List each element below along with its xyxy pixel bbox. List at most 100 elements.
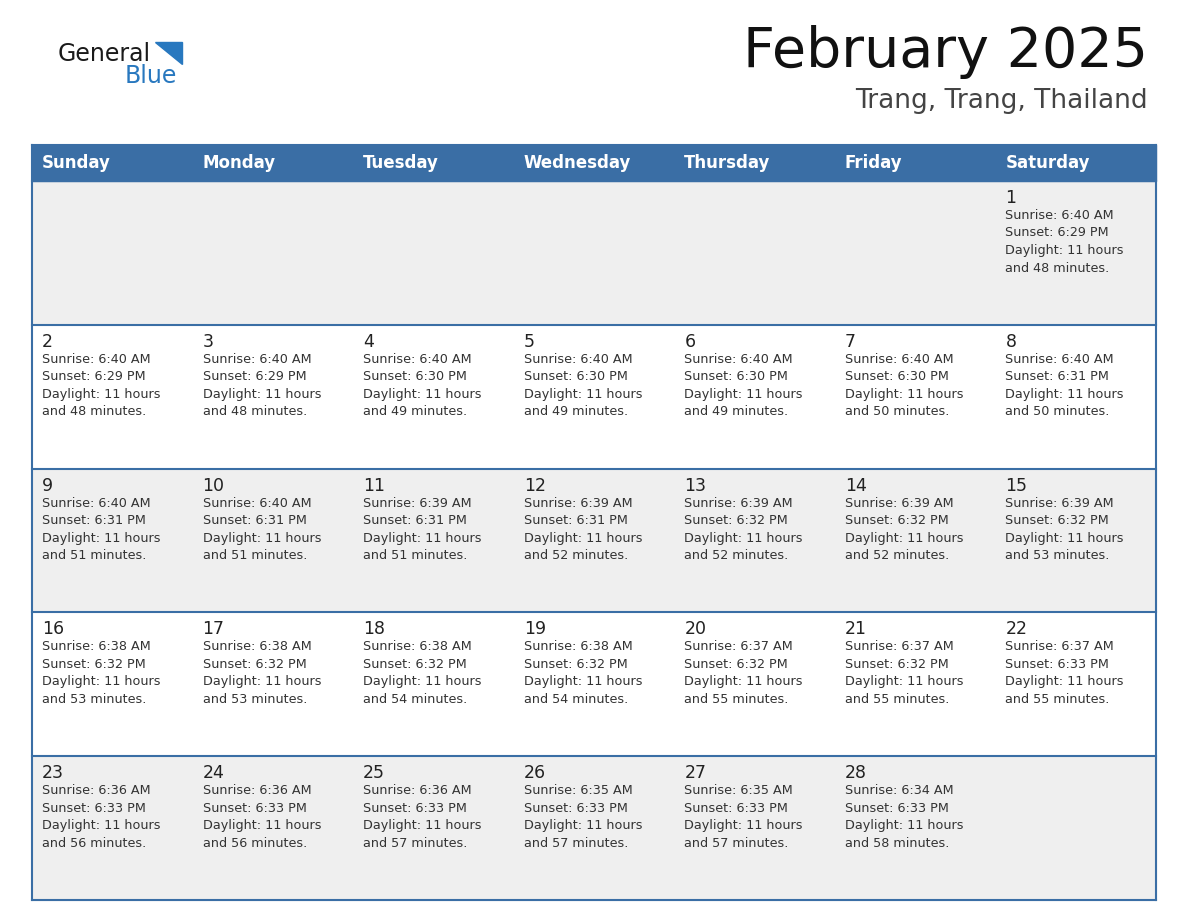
Text: Daylight: 11 hours: Daylight: 11 hours <box>524 532 643 544</box>
Text: Sunrise: 6:40 AM: Sunrise: 6:40 AM <box>684 353 792 365</box>
Text: Daylight: 11 hours: Daylight: 11 hours <box>203 532 321 544</box>
Text: Sunset: 6:29 PM: Sunset: 6:29 PM <box>203 370 307 384</box>
Text: Sunrise: 6:40 AM: Sunrise: 6:40 AM <box>1005 353 1114 365</box>
Text: Sunset: 6:31 PM: Sunset: 6:31 PM <box>42 514 146 527</box>
Text: Sunset: 6:29 PM: Sunset: 6:29 PM <box>1005 227 1110 240</box>
Text: Sunset: 6:32 PM: Sunset: 6:32 PM <box>1005 514 1110 527</box>
Text: Wednesday: Wednesday <box>524 154 631 172</box>
Text: Sunrise: 6:40 AM: Sunrise: 6:40 AM <box>364 353 472 365</box>
Text: Daylight: 11 hours: Daylight: 11 hours <box>684 387 803 401</box>
Text: and 55 minutes.: and 55 minutes. <box>1005 693 1110 706</box>
Text: 4: 4 <box>364 333 374 351</box>
Polygon shape <box>154 42 182 64</box>
Text: Sunrise: 6:38 AM: Sunrise: 6:38 AM <box>203 641 311 654</box>
Text: 8: 8 <box>1005 333 1017 351</box>
Text: 22: 22 <box>1005 621 1028 638</box>
Text: Friday: Friday <box>845 154 903 172</box>
Text: and 57 minutes.: and 57 minutes. <box>524 836 628 850</box>
Text: and 50 minutes.: and 50 minutes. <box>845 406 949 419</box>
Text: Sunrise: 6:40 AM: Sunrise: 6:40 AM <box>203 497 311 509</box>
Text: and 53 minutes.: and 53 minutes. <box>42 693 146 706</box>
Text: Monday: Monday <box>203 154 276 172</box>
Text: 2: 2 <box>42 333 53 351</box>
Text: Sunday: Sunday <box>42 154 110 172</box>
Text: Sunset: 6:32 PM: Sunset: 6:32 PM <box>42 658 146 671</box>
Text: Sunset: 6:30 PM: Sunset: 6:30 PM <box>845 370 949 384</box>
Text: 12: 12 <box>524 476 545 495</box>
Text: Daylight: 11 hours: Daylight: 11 hours <box>1005 387 1124 401</box>
Text: February 2025: February 2025 <box>742 25 1148 79</box>
Bar <box>32 145 1156 181</box>
Text: Sunrise: 6:36 AM: Sunrise: 6:36 AM <box>203 784 311 797</box>
Text: and 56 minutes.: and 56 minutes. <box>42 836 146 850</box>
Text: 5: 5 <box>524 333 535 351</box>
Text: and 57 minutes.: and 57 minutes. <box>364 836 468 850</box>
Text: Trang, Trang, Thailand: Trang, Trang, Thailand <box>855 88 1148 114</box>
Text: 28: 28 <box>845 764 867 782</box>
Text: 25: 25 <box>364 764 385 782</box>
Text: Daylight: 11 hours: Daylight: 11 hours <box>524 676 643 688</box>
Text: Sunrise: 6:39 AM: Sunrise: 6:39 AM <box>524 497 632 509</box>
Text: and 48 minutes.: and 48 minutes. <box>42 406 146 419</box>
Text: Sunset: 6:29 PM: Sunset: 6:29 PM <box>42 370 146 384</box>
Text: Sunset: 6:33 PM: Sunset: 6:33 PM <box>524 801 627 814</box>
Text: Saturday: Saturday <box>1005 154 1089 172</box>
Text: Daylight: 11 hours: Daylight: 11 hours <box>364 676 481 688</box>
Text: and 51 minutes.: and 51 minutes. <box>42 549 146 562</box>
Text: Sunset: 6:32 PM: Sunset: 6:32 PM <box>203 658 307 671</box>
Text: and 54 minutes.: and 54 minutes. <box>524 693 628 706</box>
Text: and 49 minutes.: and 49 minutes. <box>364 406 467 419</box>
Text: and 52 minutes.: and 52 minutes. <box>845 549 949 562</box>
Text: Sunset: 6:31 PM: Sunset: 6:31 PM <box>524 514 627 527</box>
Text: Sunrise: 6:39 AM: Sunrise: 6:39 AM <box>364 497 472 509</box>
Text: 9: 9 <box>42 476 53 495</box>
Text: Sunrise: 6:40 AM: Sunrise: 6:40 AM <box>42 497 151 509</box>
Text: Tuesday: Tuesday <box>364 154 440 172</box>
Text: and 53 minutes.: and 53 minutes. <box>203 693 307 706</box>
Text: Sunrise: 6:39 AM: Sunrise: 6:39 AM <box>845 497 954 509</box>
Text: Sunset: 6:32 PM: Sunset: 6:32 PM <box>684 658 788 671</box>
Text: 26: 26 <box>524 764 545 782</box>
Text: Sunrise: 6:40 AM: Sunrise: 6:40 AM <box>1005 209 1114 222</box>
Text: Sunrise: 6:40 AM: Sunrise: 6:40 AM <box>524 353 632 365</box>
Text: Daylight: 11 hours: Daylight: 11 hours <box>845 387 963 401</box>
Text: General: General <box>58 42 151 66</box>
Text: Daylight: 11 hours: Daylight: 11 hours <box>42 819 160 833</box>
Text: 3: 3 <box>203 333 214 351</box>
Text: and 55 minutes.: and 55 minutes. <box>845 693 949 706</box>
Text: Sunrise: 6:37 AM: Sunrise: 6:37 AM <box>845 641 954 654</box>
Text: Sunset: 6:32 PM: Sunset: 6:32 PM <box>845 514 948 527</box>
Text: Daylight: 11 hours: Daylight: 11 hours <box>1005 532 1124 544</box>
Text: Daylight: 11 hours: Daylight: 11 hours <box>524 819 643 833</box>
Text: 14: 14 <box>845 476 867 495</box>
Text: and 52 minutes.: and 52 minutes. <box>524 549 628 562</box>
Text: and 51 minutes.: and 51 minutes. <box>203 549 307 562</box>
Text: Sunset: 6:31 PM: Sunset: 6:31 PM <box>364 514 467 527</box>
Text: Thursday: Thursday <box>684 154 771 172</box>
Text: Daylight: 11 hours: Daylight: 11 hours <box>364 819 481 833</box>
Text: Sunrise: 6:37 AM: Sunrise: 6:37 AM <box>1005 641 1114 654</box>
Text: Daylight: 11 hours: Daylight: 11 hours <box>364 387 481 401</box>
Text: Blue: Blue <box>125 64 177 88</box>
Text: Sunrise: 6:38 AM: Sunrise: 6:38 AM <box>42 641 151 654</box>
Text: 6: 6 <box>684 333 695 351</box>
Text: 23: 23 <box>42 764 64 782</box>
Bar <box>32 468 1156 612</box>
Text: Sunrise: 6:40 AM: Sunrise: 6:40 AM <box>203 353 311 365</box>
Text: Daylight: 11 hours: Daylight: 11 hours <box>845 676 963 688</box>
Text: 18: 18 <box>364 621 385 638</box>
Text: and 48 minutes.: and 48 minutes. <box>1005 262 1110 274</box>
Text: Sunset: 6:33 PM: Sunset: 6:33 PM <box>845 801 949 814</box>
Text: Sunset: 6:32 PM: Sunset: 6:32 PM <box>845 658 948 671</box>
Text: Daylight: 11 hours: Daylight: 11 hours <box>845 819 963 833</box>
Text: Sunset: 6:32 PM: Sunset: 6:32 PM <box>684 514 788 527</box>
Text: Daylight: 11 hours: Daylight: 11 hours <box>524 387 643 401</box>
Text: Sunrise: 6:40 AM: Sunrise: 6:40 AM <box>845 353 954 365</box>
Text: Daylight: 11 hours: Daylight: 11 hours <box>203 387 321 401</box>
Bar <box>32 325 1156 468</box>
Text: Daylight: 11 hours: Daylight: 11 hours <box>845 532 963 544</box>
Text: Sunrise: 6:40 AM: Sunrise: 6:40 AM <box>42 353 151 365</box>
Text: Sunrise: 6:38 AM: Sunrise: 6:38 AM <box>524 641 632 654</box>
Text: Daylight: 11 hours: Daylight: 11 hours <box>684 676 803 688</box>
Text: Daylight: 11 hours: Daylight: 11 hours <box>42 532 160 544</box>
